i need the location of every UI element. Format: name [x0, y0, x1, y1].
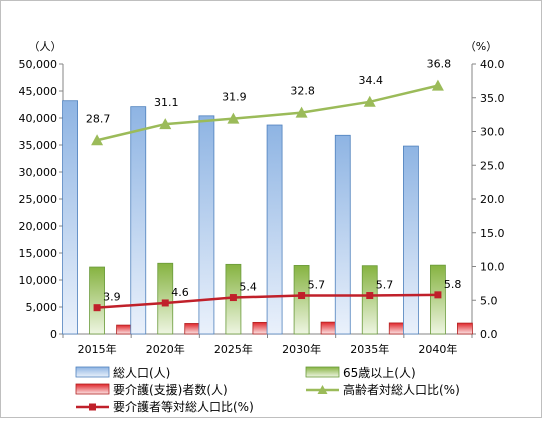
total-population-bar — [130, 106, 147, 335]
left-tick-label: 40,000 — [19, 112, 58, 125]
elderly-ratio-data-label: 36.8 — [427, 58, 452, 71]
x-tick-label: 2040年 — [418, 342, 457, 356]
left-tick-label: 50,000 — [19, 58, 58, 71]
age65-bar — [361, 265, 378, 335]
total-population-bar — [266, 124, 283, 335]
x-tick-label: 2035年 — [350, 342, 389, 356]
total-population-bar — [198, 115, 215, 335]
elderly-ratio-data-label: 34.4 — [359, 74, 384, 87]
elderly-ratio-marker — [431, 79, 444, 91]
age65-bar — [157, 262, 174, 335]
care-ratio-marker — [93, 304, 101, 312]
age65-bar — [89, 266, 105, 335]
left-tick-label: 10,000 — [19, 274, 58, 287]
care-ratio-marker — [366, 292, 374, 300]
care-ratio-marker — [298, 292, 306, 300]
care-ratio-line — [96, 293, 438, 309]
right-tick-label: 0.0 — [480, 328, 498, 341]
right-tick-label: 30.0 — [480, 126, 505, 139]
age65-bar — [430, 264, 446, 335]
x-tick-label: 2020年 — [146, 342, 185, 356]
legend-swatch-care-needed — [75, 383, 110, 395]
care-ratio-marker — [161, 299, 169, 307]
left-tick-label: 25,000 — [19, 193, 58, 206]
right-tick-label: 5.0 — [480, 294, 498, 307]
care-ratio-data-label: 5.4 — [239, 281, 257, 294]
elderly-ratio-data-label: 32.8 — [290, 85, 315, 98]
legend-swatch-total-population — [75, 366, 110, 378]
elderly-ratio-marker — [363, 95, 376, 107]
left-tick-label: 15,000 — [19, 247, 58, 260]
elderly-ratio-data-label: 31.9 — [222, 91, 247, 104]
x-tick-label: 2015年 — [78, 342, 117, 356]
total-population-bar — [334, 134, 351, 335]
left-tick-label: 5,000 — [26, 301, 58, 314]
care-ratio-data-label: 5.7 — [376, 279, 394, 292]
legend-label-care-needed: 要介護(支援)者数(人) — [113, 382, 228, 397]
age65-bar — [293, 265, 310, 335]
left-tick-label: 20,000 — [19, 220, 58, 233]
left-tick-label: 45,000 — [19, 85, 58, 98]
care-needed-bar — [388, 322, 405, 335]
left-axis-unit: （人） — [29, 40, 62, 53]
care-ratio-data-label: 4.6 — [171, 286, 189, 299]
legend-swatch-age65 — [305, 366, 340, 378]
care-needed-bar — [320, 321, 337, 335]
care-ratio-marker — [434, 291, 442, 299]
right-tick-label: 25.0 — [480, 159, 505, 172]
right-tick-label: 15.0 — [480, 227, 505, 240]
left-tick-label: 35,000 — [19, 139, 58, 152]
right-tick-label: 40.0 — [480, 58, 505, 71]
x-tick-label: 2025年 — [214, 342, 253, 356]
right-tick-label: 35.0 — [480, 92, 505, 105]
care-ratio-data-label: 5.8 — [444, 278, 462, 291]
right-axis-unit: （%） — [465, 40, 497, 53]
right-tick-label: 10.0 — [480, 261, 505, 274]
elderly-ratio-data-label: 31.1 — [154, 96, 179, 109]
x-tick-label: 2030年 — [282, 342, 321, 356]
legend-label-total-population: 総人口(人) — [113, 366, 170, 380]
elderly-ratio-marker — [159, 118, 172, 130]
elderly-ratio-line — [96, 84, 439, 142]
care-needed-bar — [116, 324, 132, 335]
care-needed-bar — [184, 323, 201, 335]
legend-marker-care-ratio — [89, 403, 96, 411]
right-tick-label: 20.0 — [480, 193, 505, 206]
care-ratio-data-label: 5.7 — [308, 279, 326, 292]
elderly-ratio-marker — [91, 134, 104, 146]
legend-label-care-ratio: 要介護者等対総人口比(%) — [113, 399, 254, 414]
legend-label-elderly-ratio: 高齢者対総人口比(%) — [343, 382, 460, 397]
care-ratio-marker — [229, 294, 237, 302]
elderly-ratio-data-label: 28.7 — [86, 112, 111, 125]
total-population-bar — [403, 145, 419, 335]
elderly-ratio-marker — [227, 112, 240, 124]
care-needed-bar — [252, 321, 269, 335]
total-population-bar — [62, 100, 78, 335]
legend-label-age65: 65歳以上(人) — [343, 366, 416, 380]
left-tick-label: 30,000 — [19, 166, 58, 179]
left-tick-label: 0 — [50, 328, 57, 341]
care-needed-bar — [457, 322, 473, 335]
elderly-ratio-marker — [295, 106, 308, 118]
legend-marker-elderly-ratio — [317, 385, 328, 394]
care-ratio-data-label: 3.9 — [103, 291, 121, 304]
